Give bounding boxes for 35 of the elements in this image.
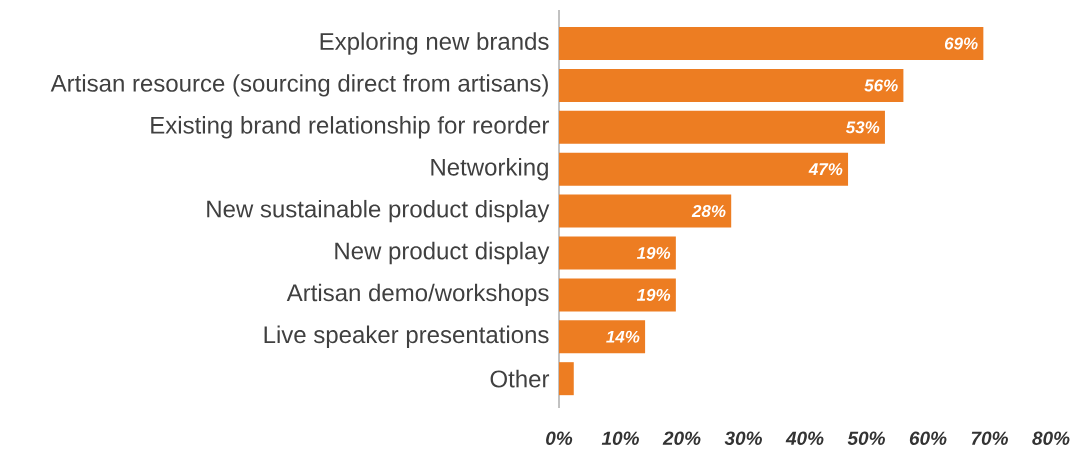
bar [559,362,574,396]
x-tick-label: 30% [724,431,762,445]
y-tick-label: New product display [335,241,550,265]
bar [559,278,676,312]
x-tick-label: 80% [1032,431,1070,445]
bar [559,68,904,102]
bar [559,194,732,228]
data-label: 47% [808,163,843,176]
x-tick-label: 40% [785,431,824,445]
x-tick-label: 50% [847,431,885,445]
data-label: 69% [944,37,978,50]
data-label: 19% [636,246,671,260]
data-label: 14% [606,330,640,343]
x-tick-label: 10% [601,431,639,445]
x-tick-label: 0% [546,431,573,445]
bar [559,152,849,186]
data-label: 19% [636,288,671,301]
y-tick-label: Artisan resource (sourcing direct from artisans) [50,74,548,97]
bar [559,27,984,61]
bar [559,236,676,270]
y-tick-label: New sustainable product display [207,199,550,223]
y-tick-label: Artisan demo/workshops [286,283,549,307]
y-tick-label: Networking [431,158,548,181]
x-tick-label: 70% [971,431,1008,445]
y-tick-label: Other [490,369,550,388]
y-tick-label: Existing brand relationship for reorder [151,116,549,139]
bar [559,110,885,144]
data-label: 56% [864,79,898,92]
data-label: 53% [845,121,880,134]
y-tick-label: Exploring new brands [320,32,549,55]
y-tick-label: Live speaker presentations [264,325,549,348]
x-tick-label: 60% [909,431,947,445]
bar [559,320,646,354]
data-label: 28% [691,205,726,218]
x-tick-label: 20% [662,431,701,445]
